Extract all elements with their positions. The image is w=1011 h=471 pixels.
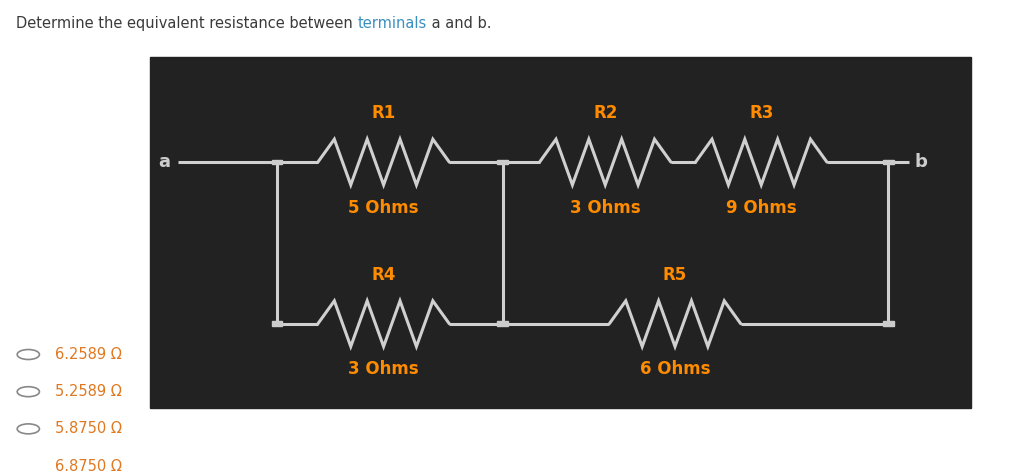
Bar: [150, 57, 971, 408]
Text: terminals: terminals: [358, 16, 427, 31]
Bar: [272, 321, 282, 326]
Bar: [884, 321, 894, 326]
Text: 6 Ohms: 6 Ohms: [640, 360, 711, 378]
Text: R4: R4: [371, 266, 395, 284]
Bar: [884, 160, 894, 164]
Text: 6.8750 Ω: 6.8750 Ω: [55, 459, 121, 471]
Text: R2: R2: [593, 104, 618, 122]
Text: R5: R5: [663, 266, 687, 284]
Text: Determine the equivalent resistance between: Determine the equivalent resistance betw…: [16, 16, 358, 31]
Text: R3: R3: [749, 104, 773, 122]
Text: 5.8750 Ω: 5.8750 Ω: [55, 422, 121, 436]
Text: 3 Ohms: 3 Ohms: [348, 360, 419, 378]
Bar: [497, 160, 508, 164]
Text: a: a: [159, 153, 170, 171]
Text: a and b.: a and b.: [427, 16, 491, 31]
Text: b: b: [914, 153, 927, 171]
Text: 6.2589 Ω: 6.2589 Ω: [55, 347, 121, 362]
Text: 5.2589 Ω: 5.2589 Ω: [55, 384, 121, 399]
Text: R1: R1: [371, 104, 395, 122]
Text: 9 Ohms: 9 Ohms: [726, 199, 797, 217]
Bar: [497, 321, 508, 326]
Bar: [272, 160, 282, 164]
Text: 3 Ohms: 3 Ohms: [570, 199, 641, 217]
Text: 5 Ohms: 5 Ohms: [349, 199, 419, 217]
